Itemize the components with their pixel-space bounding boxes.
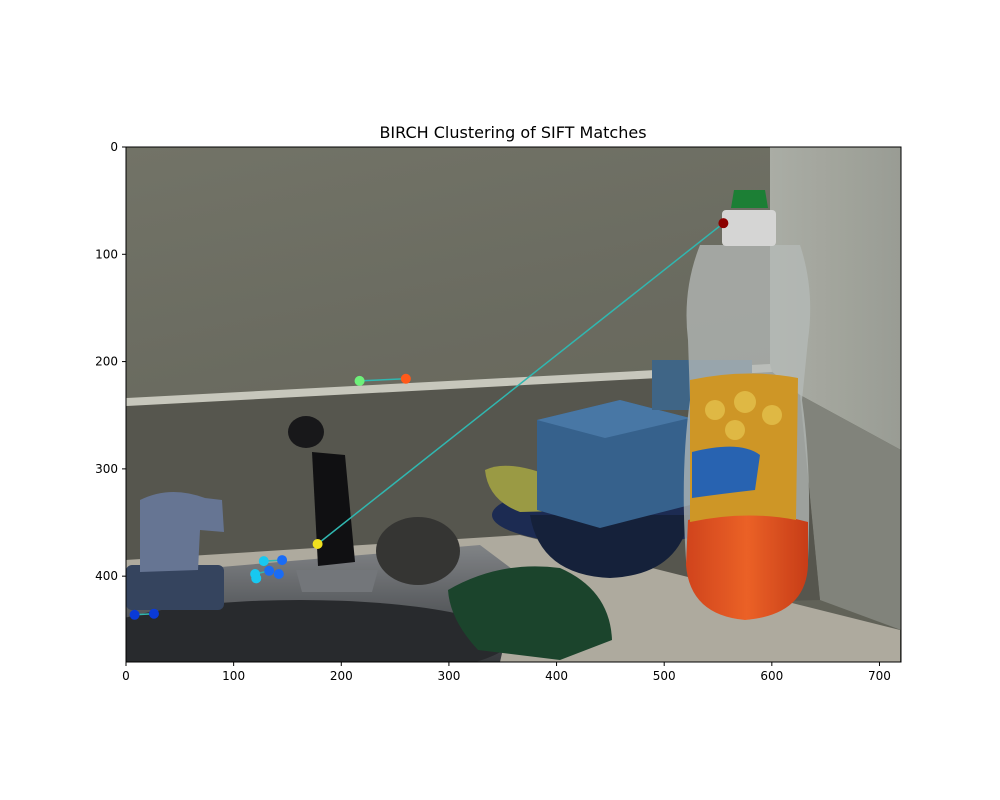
keypoint-9 — [273, 569, 284, 580]
x-axis: 0 100 200 300 400 500 600 700 — [122, 662, 891, 683]
x-tick-label: 400 — [545, 669, 568, 683]
y-tick-label: 300 — [95, 462, 118, 476]
keypoint-2 — [354, 375, 365, 386]
axes-frame — [125, 146, 902, 663]
x-tick-label: 600 — [760, 669, 783, 683]
keypoint-0 — [718, 218, 729, 229]
keypoint-7 — [251, 573, 262, 584]
keypoint-1 — [312, 538, 323, 549]
keypoint-3 — [400, 373, 411, 384]
y-tick-label: 400 — [95, 569, 118, 583]
x-tick-label: 100 — [222, 669, 245, 683]
x-tick-label: 500 — [653, 669, 676, 683]
keypoint-4 — [258, 556, 269, 567]
match-line-1 — [359, 378, 406, 382]
keypoint-5 — [277, 555, 288, 566]
y-tick-label: 200 — [95, 355, 118, 369]
keypoints — [129, 218, 729, 620]
background-photo — [126, 147, 901, 662]
y-tick-label: 100 — [95, 247, 118, 261]
keypoint-8 — [264, 565, 275, 576]
x-tick-label: 0 — [122, 669, 130, 683]
x-tick-label: 300 — [437, 669, 460, 683]
x-tick-label: 700 — [868, 669, 891, 683]
keypoint-11 — [148, 608, 159, 619]
match-line-0 — [317, 222, 724, 545]
chart-title: BIRCH Clustering of SIFT Matches — [379, 123, 646, 142]
x-tick-label: 200 — [330, 669, 353, 683]
y-tick-label: 0 — [110, 140, 118, 154]
y-axis: 0 100 200 300 400 — [95, 140, 126, 583]
keypoint-10 — [129, 609, 140, 620]
